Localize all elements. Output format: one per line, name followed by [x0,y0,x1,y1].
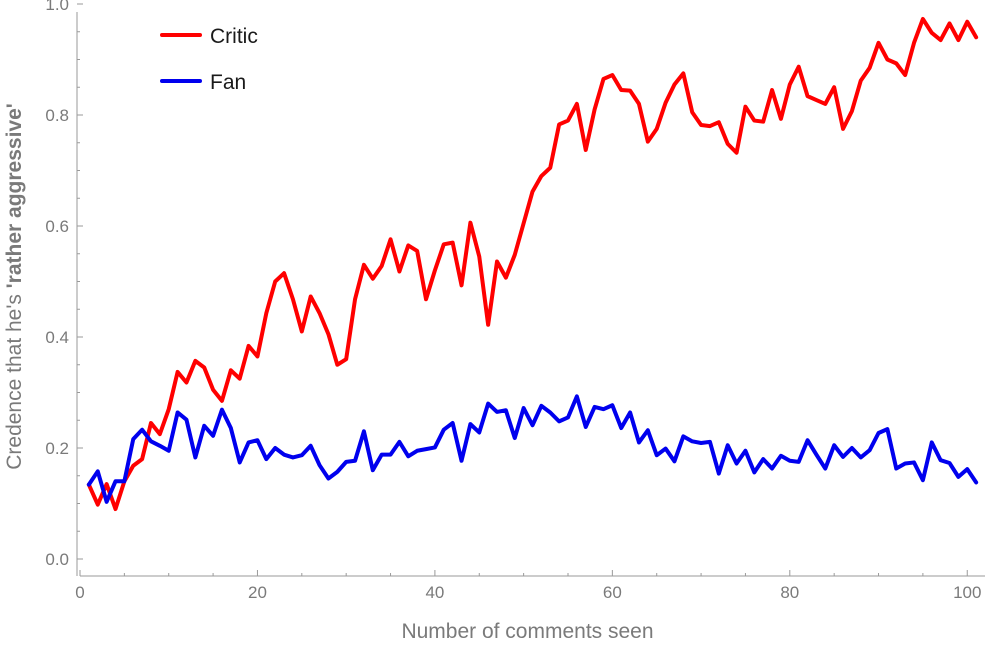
legend: Critic Fan [160,25,258,94]
x-tick-label: 80 [780,583,799,602]
axes [76,12,985,577]
y-tick-label: 1.0 [45,0,69,14]
x-tick-label: 60 [603,583,622,602]
y-tick-label: 0.0 [45,550,69,569]
legend-label-fan: Fan [210,71,246,94]
y-axis-title-prefix: Credence that he's [3,288,26,469]
x-tick-label: 0 [75,583,84,602]
y-ticks: 0.0 0.2 0.4 0.6 0.8 1.0 [45,0,83,569]
x-tick-label: 100 [953,583,981,602]
series-line-fan [86,394,979,504]
y-tick-label: 0.2 [45,439,69,458]
y-tick-label: 0.4 [45,328,69,347]
x-tick-label: 40 [425,583,444,602]
series-layer [86,16,979,512]
x-axis-title: Number of comments seen [401,620,653,643]
y-axis-title: Credence that he's 'rather aggressive' [3,103,26,470]
y-tick-label: 0.8 [45,106,69,125]
legend-label-critic: Critic [210,25,258,48]
series-line-critic [86,16,979,512]
x-tick-label: 20 [248,583,267,602]
y-tick-label: 0.6 [45,217,69,236]
x-ticks: 0 20 40 60 80 100 [75,570,981,602]
y-axis-title-emphasis: 'rather aggressive' [3,103,26,288]
